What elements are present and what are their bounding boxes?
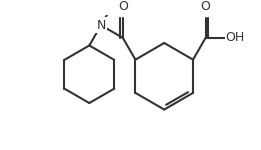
Text: O: O: [118, 0, 128, 13]
Text: OH: OH: [226, 31, 245, 44]
Text: N: N: [96, 19, 106, 32]
Text: O: O: [201, 0, 211, 13]
